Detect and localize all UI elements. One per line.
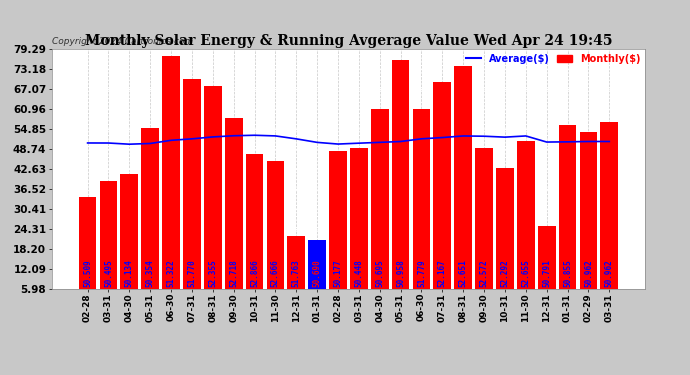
- Bar: [454, 66, 472, 308]
- Text: 50.962: 50.962: [584, 260, 593, 287]
- Text: 51.770: 51.770: [188, 260, 197, 287]
- Bar: [517, 141, 535, 308]
- Text: 50.695: 50.695: [375, 260, 384, 287]
- Text: 52.666: 52.666: [271, 260, 280, 287]
- Bar: [392, 60, 409, 308]
- Bar: [141, 128, 159, 308]
- Bar: [413, 109, 431, 308]
- Bar: [121, 174, 138, 308]
- Bar: [288, 236, 305, 308]
- Text: Copyright 2024 Cartronics.com: Copyright 2024 Cartronics.com: [52, 38, 193, 46]
- Text: 51.763: 51.763: [292, 260, 301, 287]
- Bar: [475, 148, 493, 308]
- Text: 50.791: 50.791: [542, 260, 551, 287]
- Text: 52.355: 52.355: [208, 260, 217, 287]
- Text: 52.718: 52.718: [229, 260, 238, 287]
- Bar: [600, 122, 618, 308]
- Bar: [350, 148, 368, 308]
- Text: 52.167: 52.167: [438, 260, 447, 287]
- Bar: [496, 168, 514, 308]
- Bar: [99, 181, 117, 308]
- Bar: [225, 118, 243, 308]
- Bar: [79, 197, 97, 308]
- Text: 52.655: 52.655: [522, 260, 531, 287]
- Bar: [246, 154, 264, 308]
- Text: 51.779: 51.779: [417, 260, 426, 287]
- Text: 50.177: 50.177: [333, 260, 342, 287]
- Text: 50.690: 50.690: [313, 260, 322, 287]
- Text: 52.572: 52.572: [480, 260, 489, 287]
- Title: Monthly Solar Energy & Running Avgerage Value Wed Apr 24 19:45: Monthly Solar Energy & Running Avgerage …: [85, 34, 612, 48]
- Text: 52.651: 52.651: [459, 260, 468, 287]
- Bar: [308, 240, 326, 308]
- Text: 51.322: 51.322: [166, 260, 175, 287]
- Bar: [580, 132, 598, 308]
- Text: 50.958: 50.958: [396, 260, 405, 287]
- Text: 52.866: 52.866: [250, 260, 259, 287]
- Bar: [329, 151, 347, 308]
- Bar: [433, 82, 451, 308]
- Bar: [204, 86, 221, 308]
- Text: 52.292: 52.292: [500, 260, 509, 287]
- Text: 50.855: 50.855: [563, 260, 572, 287]
- Text: 50.509: 50.509: [83, 260, 92, 287]
- Legend: Average($), Monthly($): Average($), Monthly($): [466, 54, 640, 64]
- Text: 50.495: 50.495: [104, 260, 113, 287]
- Bar: [559, 125, 576, 308]
- Bar: [162, 56, 180, 308]
- Bar: [538, 226, 555, 308]
- Text: 50.448: 50.448: [355, 260, 364, 287]
- Bar: [183, 79, 201, 308]
- Text: 50.354: 50.354: [146, 260, 155, 287]
- Bar: [266, 161, 284, 308]
- Text: 50.962: 50.962: [605, 260, 614, 287]
- Bar: [371, 109, 388, 308]
- Text: 50.134: 50.134: [125, 260, 134, 287]
